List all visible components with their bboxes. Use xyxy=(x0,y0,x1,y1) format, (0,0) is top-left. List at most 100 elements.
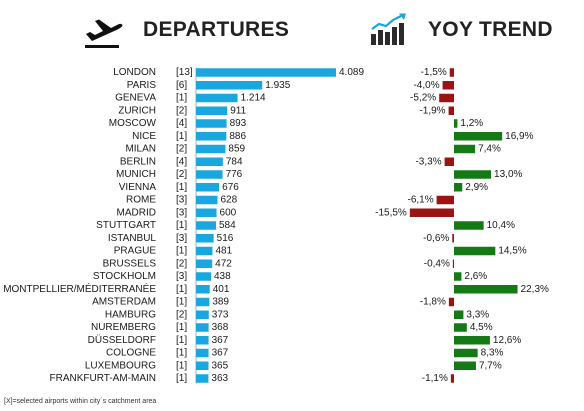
departures-value-label: 676 xyxy=(222,182,239,193)
airport-count-label: [4] xyxy=(176,156,187,167)
departures-bar xyxy=(196,81,263,90)
city-label: DÜSSELDORF xyxy=(88,334,156,346)
bar-chart-trend-icon xyxy=(368,12,412,51)
trend-bar-negative xyxy=(436,195,454,205)
departures-value-label: 367 xyxy=(212,335,229,346)
city-label: MILAN xyxy=(125,144,156,155)
city-label: FRANKFURT-AM-MAIN xyxy=(50,373,156,384)
airport-count-label: [2] xyxy=(176,258,187,269)
departures-value-label: 893 xyxy=(230,118,247,129)
departures-value-label: 784 xyxy=(226,156,243,167)
departures-value-label: 373 xyxy=(212,309,229,320)
city-label: ZURICH xyxy=(118,105,156,116)
trend-value-label: -0,4% xyxy=(424,258,450,269)
city-label: PRAGUE xyxy=(114,246,157,257)
city-label: LONDON xyxy=(113,67,156,78)
city-label: COLOGNE xyxy=(106,348,156,359)
trend-bar-positive xyxy=(454,285,518,294)
airport-count-label: [1] xyxy=(176,322,187,333)
departures-bar xyxy=(196,221,216,230)
city-label: GENEVA xyxy=(115,93,156,104)
airport-count-label: [2] xyxy=(176,144,187,155)
trend-value-label: 1,2% xyxy=(460,118,483,129)
departures-value-label: 368 xyxy=(212,322,229,333)
trend-bar-negative xyxy=(449,68,454,77)
trend-value-label: -1,5% xyxy=(421,67,447,78)
airport-count-label: [1] xyxy=(176,93,187,104)
departures-value-label: 516 xyxy=(217,233,234,244)
trend-value-label: 2,6% xyxy=(464,271,487,282)
trend-value-label: 7,4% xyxy=(478,144,501,155)
trend-bar-positive xyxy=(454,221,484,230)
city-label: VIENNA xyxy=(119,182,157,193)
trend-bar-negative xyxy=(439,93,454,103)
trend-bar-negative xyxy=(448,106,454,115)
trend-value-label: 14,5% xyxy=(498,246,526,257)
trend-bar-positive xyxy=(454,336,490,345)
city-label: MONTPELLIER/MÉDITERRANÉE xyxy=(3,282,156,295)
departures-bar xyxy=(196,183,220,192)
city-label: MADRID xyxy=(117,207,156,218)
departures-bar xyxy=(196,323,209,332)
departures-bar xyxy=(196,208,217,217)
departures-value-label: 1.935 xyxy=(265,80,290,91)
departures-bar xyxy=(196,170,223,179)
city-label: NUREMBERG xyxy=(91,322,156,333)
departures-bar xyxy=(196,285,210,294)
city-label: AMSTERDAM xyxy=(92,297,156,308)
city-label: NICE xyxy=(132,131,156,142)
departures-value-label: 911 xyxy=(230,105,246,116)
airport-count-label: [1] xyxy=(176,297,187,308)
trend-bar-positive xyxy=(454,144,476,154)
departures-bar xyxy=(196,272,211,281)
airplane-takeoff-icon xyxy=(82,14,124,55)
airport-count-label: [2] xyxy=(176,309,187,320)
trend-value-label: 12,6% xyxy=(493,335,521,346)
airport-count-label: [3] xyxy=(176,195,187,206)
airport-count-label: [1] xyxy=(176,246,187,257)
airport-count-label: [6] xyxy=(176,80,187,91)
airport-count-label: [3] xyxy=(176,271,187,282)
departures-value-label: 776 xyxy=(226,169,243,180)
trend-bar-positive xyxy=(454,246,496,256)
departures-bar xyxy=(196,119,227,128)
trend-bar-positive xyxy=(454,119,458,128)
trend-value-label: 4,5% xyxy=(470,322,493,333)
trend-bar-negative xyxy=(444,157,454,166)
trend-bar-negative xyxy=(452,234,454,243)
departures-value-label: 600 xyxy=(220,207,237,218)
city-label: ISTANBUL xyxy=(108,233,157,244)
trend-value-label: 16,9% xyxy=(505,131,533,142)
departures-value-label: 438 xyxy=(214,271,231,282)
trend-title: YOY TREND xyxy=(428,18,553,41)
departures-bar xyxy=(196,234,214,243)
trend-bar-positive xyxy=(454,132,503,141)
departures-bar xyxy=(196,374,209,383)
city-label: STOCKHOLM xyxy=(93,271,156,282)
trend-value-label: -6,1% xyxy=(407,195,433,206)
departures-value-label: 389 xyxy=(212,297,229,308)
city-label: STUTTGART xyxy=(96,220,156,231)
departures-value-label: 1.214 xyxy=(241,93,266,104)
departures-bar xyxy=(196,68,336,77)
airport-count-label: [1] xyxy=(176,220,187,231)
trend-bar-negative xyxy=(452,259,454,268)
departures-bar xyxy=(196,144,226,154)
departures-bar xyxy=(196,297,210,307)
footnote: [X]=selected airports within city´s catc… xyxy=(4,398,157,405)
departures-value-label: 363 xyxy=(211,373,228,384)
airport-count-label: [1] xyxy=(176,348,187,359)
airport-count-label: [3] xyxy=(176,233,187,244)
departures-value-label: 472 xyxy=(215,258,232,269)
trend-bar-positive xyxy=(454,361,476,370)
airport-count-label: [1] xyxy=(176,131,187,142)
trend-bar-negative xyxy=(450,374,454,383)
airport-count-label: [1] xyxy=(176,284,187,295)
airport-count-label: [1] xyxy=(176,360,187,371)
trend-value-label: -1,8% xyxy=(420,297,446,308)
departures-bar xyxy=(196,310,209,319)
trend-value-label: 7,7% xyxy=(479,360,502,371)
departures-value-label: 4.089 xyxy=(339,67,364,78)
airport-count-label: [3] xyxy=(176,207,187,218)
